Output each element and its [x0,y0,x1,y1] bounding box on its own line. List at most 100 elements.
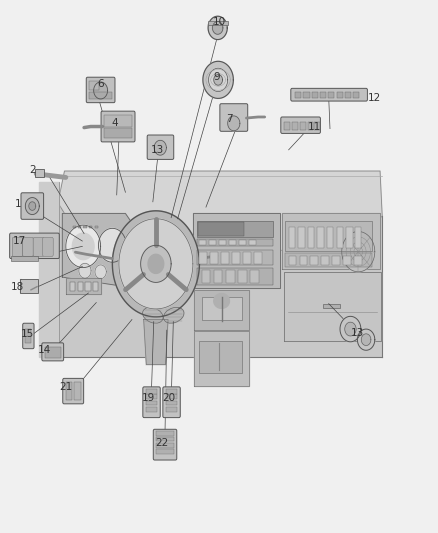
FancyBboxPatch shape [220,104,248,131]
Polygon shape [361,334,371,345]
Polygon shape [345,322,356,336]
Bar [95,225,98,228]
FancyBboxPatch shape [23,323,34,349]
Polygon shape [342,231,375,272]
Bar [197,249,273,265]
Polygon shape [62,214,132,287]
Text: 4: 4 [111,118,118,128]
Bar [73,225,76,228]
Bar [343,256,351,265]
Bar [78,282,83,292]
Bar [89,225,92,228]
Polygon shape [58,203,382,357]
Bar [166,401,177,406]
Bar [104,115,132,126]
Text: 18: 18 [11,281,25,292]
Bar [166,394,177,399]
Text: 10: 10 [212,17,226,27]
Bar [214,270,223,284]
Polygon shape [141,245,171,282]
FancyBboxPatch shape [23,237,33,256]
Polygon shape [228,116,240,131]
Bar [197,239,273,246]
Text: 21: 21 [59,382,72,392]
Bar [353,92,359,99]
FancyBboxPatch shape [163,387,180,418]
Polygon shape [25,198,39,215]
Text: 13: 13 [351,328,364,338]
Polygon shape [29,202,36,211]
Bar [199,341,242,373]
Polygon shape [194,290,250,330]
Bar [304,92,310,99]
Bar [219,240,226,245]
Bar [198,222,244,236]
Bar [20,279,38,293]
FancyBboxPatch shape [143,387,160,418]
Ellipse shape [143,308,163,323]
Bar [166,389,177,394]
Bar [226,270,235,284]
Text: 14: 14 [37,345,51,356]
Bar [199,240,206,245]
Bar [85,282,91,292]
Bar [254,252,261,264]
Text: 17: 17 [13,236,26,246]
FancyBboxPatch shape [153,429,177,460]
Bar [156,431,174,436]
Bar [298,227,305,248]
Bar [199,252,207,264]
Bar [25,329,32,343]
Polygon shape [72,233,94,260]
Bar [229,240,236,245]
FancyBboxPatch shape [281,117,321,133]
Bar [292,122,298,130]
Polygon shape [203,61,233,99]
Bar [146,394,157,399]
Polygon shape [113,211,199,317]
Bar [221,252,229,264]
Polygon shape [66,278,102,294]
Bar [197,268,273,285]
Polygon shape [154,140,166,155]
Bar [104,127,132,138]
Text: 11: 11 [308,122,321,132]
Bar [336,92,343,99]
Text: 19: 19 [142,393,155,403]
Text: 2: 2 [29,165,36,175]
Text: 13: 13 [151,145,164,155]
Bar [311,256,318,265]
FancyBboxPatch shape [63,378,84,404]
Bar [166,407,177,412]
Bar [332,256,340,265]
Polygon shape [95,265,106,279]
Bar [249,240,255,245]
Polygon shape [66,225,101,268]
Polygon shape [284,272,381,341]
Polygon shape [144,319,168,365]
FancyBboxPatch shape [42,343,64,361]
FancyBboxPatch shape [12,237,23,256]
Bar [314,122,320,130]
Bar [238,270,247,284]
Polygon shape [214,294,230,309]
Polygon shape [94,82,108,99]
Text: 1: 1 [14,199,21,209]
Bar [323,304,340,308]
Polygon shape [212,21,223,34]
Polygon shape [99,228,126,262]
Polygon shape [39,182,59,357]
Bar [209,240,216,245]
Text: 20: 20 [162,393,176,403]
Bar [328,92,334,99]
Bar [146,401,157,406]
Bar [318,227,324,248]
FancyBboxPatch shape [33,237,44,256]
Bar [201,297,242,319]
Polygon shape [119,219,193,309]
FancyBboxPatch shape [21,193,44,219]
Bar [89,81,99,91]
Bar [243,252,251,264]
Bar [300,256,307,265]
Polygon shape [193,214,280,288]
